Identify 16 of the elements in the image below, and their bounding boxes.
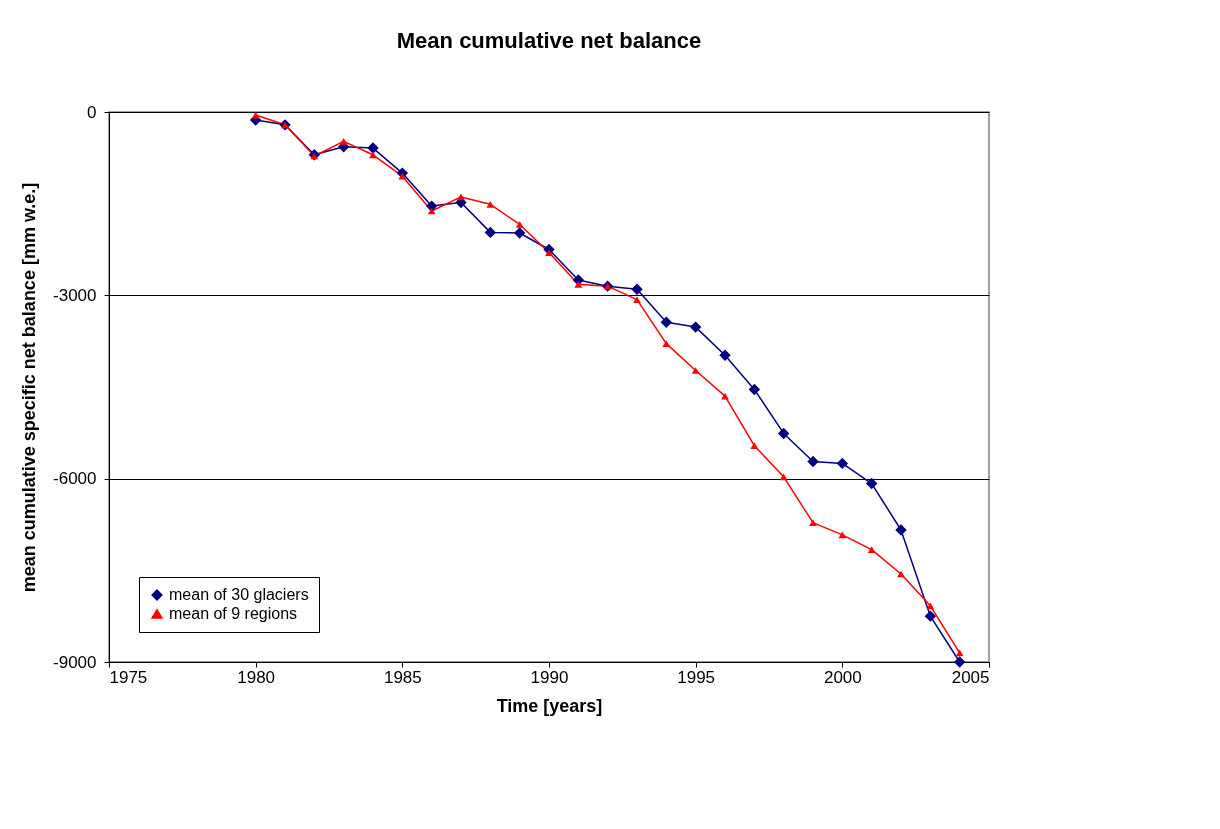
y-tick-label: 0 — [87, 102, 97, 122]
x-tick-label: 2005 — [951, 667, 990, 687]
y-tick-label: -3000 — [53, 285, 97, 305]
y-tick-label: -9000 — [53, 652, 97, 672]
x-tick-label: 1990 — [530, 667, 569, 687]
x-tick-label: 2000 — [823, 667, 862, 687]
x-axis-title: Time [years] — [496, 695, 603, 716]
legend-label: mean of 30 glaciers — [169, 586, 309, 603]
x-tick-label: 1995 — [677, 667, 716, 687]
x-tick-label: 1975 — [109, 667, 148, 687]
x-tick-label: 1980 — [237, 667, 276, 687]
legend-label: mean of 9 regions — [169, 605, 298, 622]
y-axis-title: mean cumulative specific net balance [mm w.e.] — [19, 182, 40, 593]
chart-title: Mean cumulative net balance — [396, 28, 702, 53]
y-tick-label: -6000 — [53, 469, 97, 489]
x-tick-label: 1985 — [383, 667, 422, 687]
